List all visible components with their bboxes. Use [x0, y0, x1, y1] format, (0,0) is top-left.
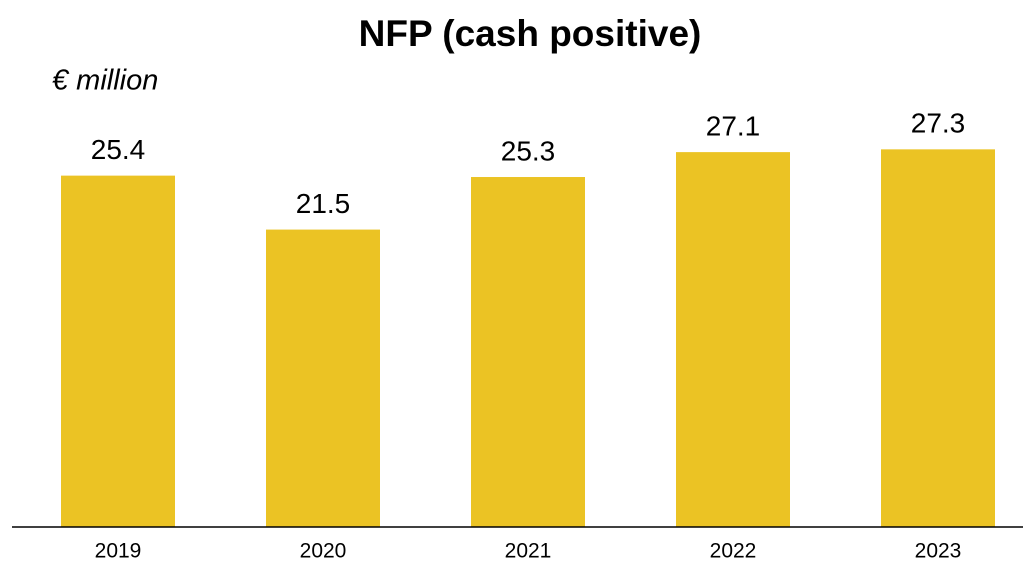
value-label: 21.5 — [296, 188, 351, 219]
bar — [266, 229, 380, 528]
x-tick-label: 2022 — [710, 540, 757, 563]
bar — [676, 152, 790, 527]
bar — [471, 177, 585, 527]
bar — [881, 149, 995, 527]
chart-title: NFP (cash positive) — [359, 13, 702, 54]
x-tick-label: 2020 — [300, 540, 347, 563]
value-label: 25.4 — [91, 134, 146, 165]
chart-subtitle: € million — [52, 65, 158, 97]
value-label: 25.3 — [501, 135, 556, 166]
value-label: 27.3 — [911, 108, 966, 139]
x-tick-label: 2021 — [505, 540, 552, 563]
value-label: 27.1 — [706, 111, 761, 142]
bar — [61, 175, 175, 527]
x-tick-label: 2023 — [915, 540, 962, 563]
x-tick-label: 2019 — [95, 540, 142, 563]
